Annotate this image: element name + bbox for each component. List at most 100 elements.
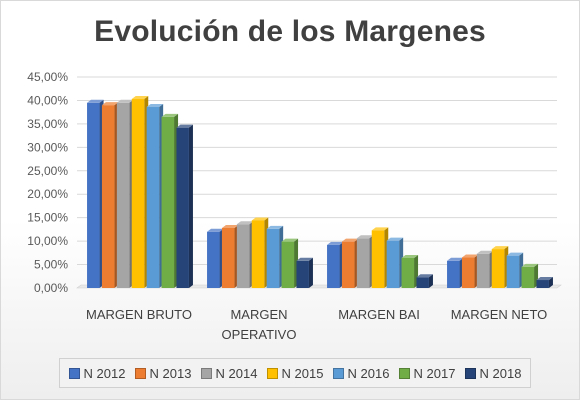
chart-legend: N 2012 N 2013 N 2014 N 2015 N 2016 N 2017 N 20… [59, 358, 531, 388]
y-tick-label: 30,00% [27, 140, 68, 154]
bar [536, 277, 553, 288]
bar-top [281, 238, 299, 242]
legend-swatch [332, 367, 344, 379]
bar [207, 228, 224, 288]
y-tick-label: 10,00% [27, 234, 68, 248]
bar [447, 257, 464, 288]
bar [401, 254, 419, 288]
chart-title: Evolución de los Margenes [94, 15, 486, 48]
bar-top [416, 274, 433, 278]
bar-top [521, 263, 539, 267]
legend-item: N 2013 [134, 365, 192, 381]
bar-front [521, 266, 535, 288]
bar-front [87, 102, 100, 289]
bar-top [221, 224, 239, 228]
legend-item: N 2015 [266, 365, 324, 381]
bar-top [491, 246, 509, 250]
legend-label: N 2018 [479, 365, 522, 381]
bar [491, 246, 509, 288]
y-tick-label: 35,00% [27, 117, 68, 131]
bar [461, 254, 479, 288]
x-category-label: MARGEN [230, 307, 287, 322]
bar-front [146, 107, 160, 289]
y-tick-label: 40,00% [27, 93, 68, 107]
y-tick-label: 15,00% [27, 211, 68, 225]
bar-top [176, 124, 193, 128]
legend-item: N 2017 [398, 365, 456, 381]
bar-front [371, 230, 385, 288]
bar-front [296, 260, 309, 288]
bar-top [341, 238, 359, 242]
legend-label: N 2015 [281, 365, 324, 381]
bar-front [401, 257, 415, 288]
bar-front [251, 220, 265, 288]
bar [386, 237, 404, 288]
y-tick-label: 0,00% [34, 281, 68, 295]
bar-top [386, 237, 404, 241]
bar-side [428, 274, 433, 288]
legend-label: N 2016 [347, 365, 390, 381]
bar-side [308, 257, 313, 288]
bar [521, 263, 539, 288]
legend-swatch [266, 367, 278, 379]
bar-top [116, 99, 134, 103]
legend-swatch [134, 367, 146, 379]
bar-front [131, 99, 145, 288]
bar-front [386, 240, 400, 288]
bar-top [476, 250, 494, 254]
bar [327, 241, 344, 288]
bar-top [371, 227, 389, 231]
x-category-label: MARGEN NETO [451, 307, 548, 322]
bar-front [536, 280, 549, 288]
bar-front [266, 228, 280, 288]
legend-swatch [200, 367, 212, 379]
bar [356, 235, 374, 288]
y-tick-label: 45,00% [27, 70, 68, 84]
x-category-label: OPERATIVO [222, 327, 297, 342]
bar [101, 102, 119, 288]
bar-top [146, 104, 164, 108]
bar-top [161, 113, 179, 117]
bar-front [101, 105, 115, 288]
bar-top [536, 277, 553, 281]
bar-front [476, 253, 490, 288]
bar [161, 113, 179, 288]
legend-label: N 2017 [413, 365, 456, 381]
bar-top [131, 96, 149, 100]
legend-swatch [464, 367, 476, 379]
bar-front [176, 127, 189, 288]
bar-top [266, 225, 284, 229]
bar-side [548, 277, 553, 288]
legend-item: N 2014 [200, 366, 257, 381]
x-category-label: MARGEN BRUTO [86, 307, 192, 322]
bar-front [207, 231, 220, 288]
bar-top [461, 254, 479, 258]
bar-front [281, 241, 295, 288]
bar-top [296, 257, 313, 261]
bar-front [447, 260, 460, 288]
bar [416, 274, 433, 288]
bar [296, 257, 313, 288]
bar-front [236, 224, 250, 288]
bar-top [506, 252, 524, 256]
legend-label: N 2013 [149, 365, 192, 381]
bar-top [401, 254, 419, 258]
bar [146, 104, 164, 289]
bar-top [207, 228, 224, 232]
bar-top [447, 257, 464, 261]
bar-front [461, 257, 475, 288]
bar-front [341, 241, 355, 288]
bar-front [356, 238, 370, 288]
bar-front [161, 116, 175, 288]
bar-top [327, 241, 344, 245]
bar-front [416, 277, 429, 288]
bar-front [506, 255, 520, 288]
y-tick-label: 20,00% [27, 187, 68, 201]
bar-top [101, 102, 119, 106]
legend-swatch [398, 367, 410, 379]
bar [131, 96, 149, 288]
bar-front [491, 249, 505, 288]
bar-top [236, 221, 254, 225]
